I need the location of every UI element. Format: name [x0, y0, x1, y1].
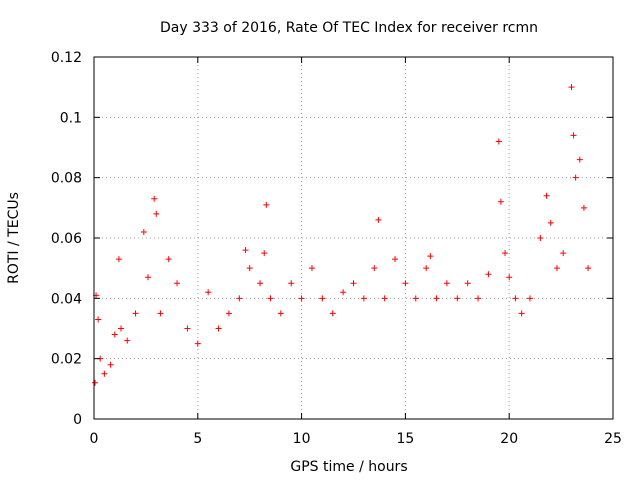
data-point: [236, 295, 243, 302]
x-tick-label: 0: [90, 431, 99, 447]
data-point: [184, 325, 191, 332]
y-tick-label: 0.04: [51, 291, 82, 307]
data-point: [381, 295, 388, 302]
data-point: [572, 174, 579, 181]
chart-title: Day 333 of 2016, Rate Of TEC Index for r…: [160, 20, 538, 36]
data-point: [95, 316, 102, 323]
data-point: [526, 295, 533, 302]
data-point: [495, 138, 502, 145]
axis-ticks: [93, 56, 614, 420]
data-point: [576, 156, 583, 163]
data-point: [267, 295, 274, 302]
data-point: [153, 210, 160, 217]
data-point: [261, 250, 268, 257]
data-point: [101, 370, 108, 377]
x-tick-label: 20: [500, 431, 518, 447]
data-point: [497, 198, 504, 205]
data-point: [350, 280, 357, 287]
x-tick-label: 15: [396, 431, 414, 447]
data-point: [329, 310, 336, 317]
x-tick-labels: 0 5 10 15 20 25: [90, 431, 622, 447]
data-point: [205, 289, 212, 296]
y-tick-label: 0.06: [51, 231, 82, 247]
data-point: [547, 219, 554, 226]
data-point: [215, 325, 222, 332]
data-point: [518, 310, 525, 317]
data-point: [464, 280, 471, 287]
data-point: [194, 340, 201, 347]
data-point: [132, 310, 139, 317]
data-point: [423, 265, 430, 272]
y-tick-label: 0.08: [51, 171, 82, 187]
data-point: [144, 274, 151, 281]
data-point: [288, 280, 295, 287]
data-point: [392, 256, 399, 263]
x-tick-label: 10: [293, 431, 311, 447]
data-point: [360, 295, 367, 302]
y-tick-label: 0.02: [51, 352, 82, 368]
data-point: [165, 256, 172, 263]
data-point: [298, 295, 305, 302]
x-tick-label: 25: [604, 431, 622, 447]
data-point: [246, 265, 253, 272]
data-point: [242, 247, 249, 254]
data-point: [553, 265, 560, 272]
data-point: [580, 204, 587, 211]
data-point: [427, 253, 434, 260]
y-tick-label: 0.12: [51, 50, 82, 66]
data-point: [340, 289, 347, 296]
data-point: [174, 280, 181, 287]
data-point: [475, 295, 482, 302]
data-point: [454, 295, 461, 302]
data-point: [111, 331, 118, 338]
x-axis-title: GPS time / hours: [290, 459, 407, 475]
y-axis-title: ROTI / TECUs: [6, 192, 22, 284]
data-point: [512, 295, 519, 302]
data-point: [263, 201, 270, 208]
data-point: [277, 310, 284, 317]
y-tick-labels: 0 0.02 0.04 0.06 0.08 0.1 0.12: [51, 50, 82, 428]
data-points: [92, 84, 592, 386]
plot-frame: [93, 56, 614, 420]
data-point: [319, 295, 326, 302]
data-point: [506, 274, 513, 281]
data-point: [502, 250, 509, 257]
data-point: [371, 265, 378, 272]
x-tick-label: 5: [193, 431, 202, 447]
data-point: [443, 280, 450, 287]
grid-lines: [94, 57, 613, 419]
data-point: [402, 280, 409, 287]
data-point: [585, 265, 592, 272]
data-point: [124, 337, 131, 344]
data-point: [140, 228, 147, 235]
data-point: [117, 325, 124, 332]
data-point: [308, 265, 315, 272]
data-point: [568, 84, 575, 91]
data-point: [570, 132, 577, 139]
data-point: [115, 256, 122, 263]
data-point: [225, 310, 232, 317]
data-point: [92, 379, 99, 386]
data-point: [412, 295, 419, 302]
data-point: [257, 280, 264, 287]
data-point: [433, 295, 440, 302]
data-point: [560, 250, 567, 257]
data-point: [375, 216, 382, 223]
data-point: [157, 310, 164, 317]
y-tick-label: 0.1: [60, 110, 82, 126]
data-point: [485, 271, 492, 278]
data-point: [107, 361, 114, 368]
y-tick-label: 0: [73, 412, 82, 428]
data-point: [543, 192, 550, 199]
data-point: [537, 235, 544, 241]
data-point: [151, 195, 158, 202]
